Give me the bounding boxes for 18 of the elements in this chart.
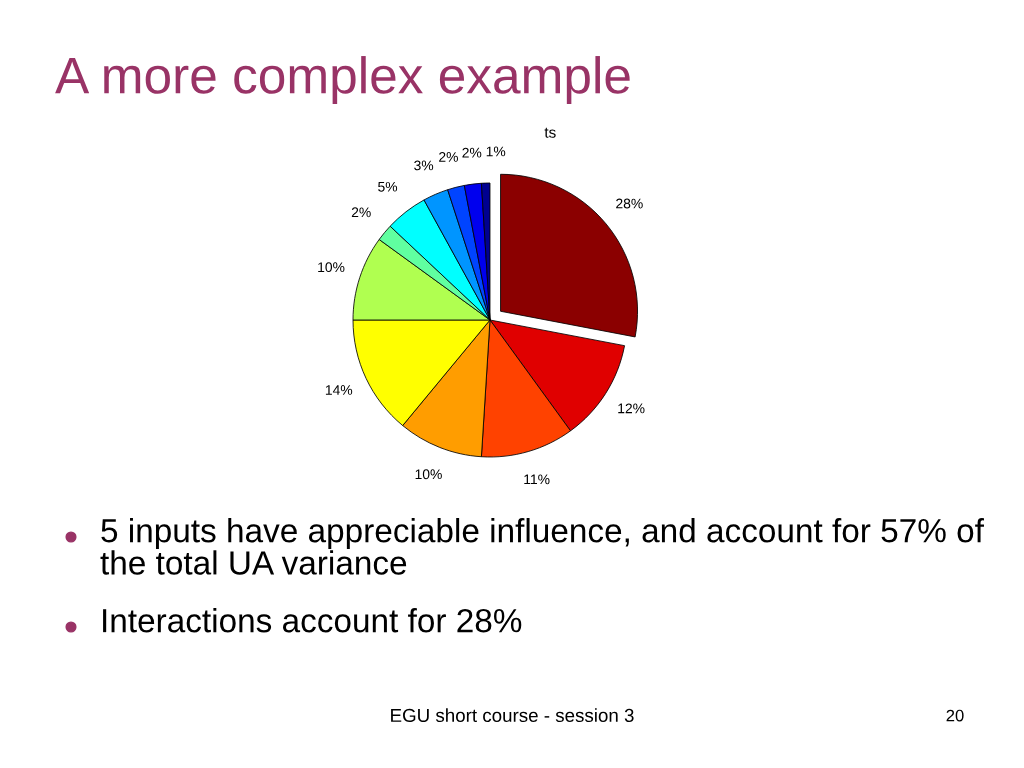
data-label: 14%: [325, 385, 353, 395]
text: 20: [946, 709, 964, 722]
data-label: 1%: [486, 146, 506, 157]
data-label: 2%: [439, 152, 458, 162]
data-label: 3%: [414, 160, 434, 171]
data-label: 11%: [524, 474, 550, 485]
data-label: 10%: [415, 469, 442, 480]
data-label: 5%: [378, 181, 398, 192]
data-label: 10%: [318, 262, 345, 273]
text: Interactions account for 28%: [103, 608, 522, 633]
data-label: 12%: [618, 403, 645, 414]
data-label: 28%: [616, 198, 643, 209]
text: EGU short course - session 3: [391, 708, 634, 723]
chart-title: A more complex example: [55, 56, 630, 104]
data-label: 2%: [351, 207, 371, 218]
data-label: 2%: [462, 147, 482, 158]
text: 5 inputs have appreciable influence, and account for 57% of the total UA variance: [100, 518, 984, 575]
chart-subtitle: ts: [544, 127, 556, 138]
